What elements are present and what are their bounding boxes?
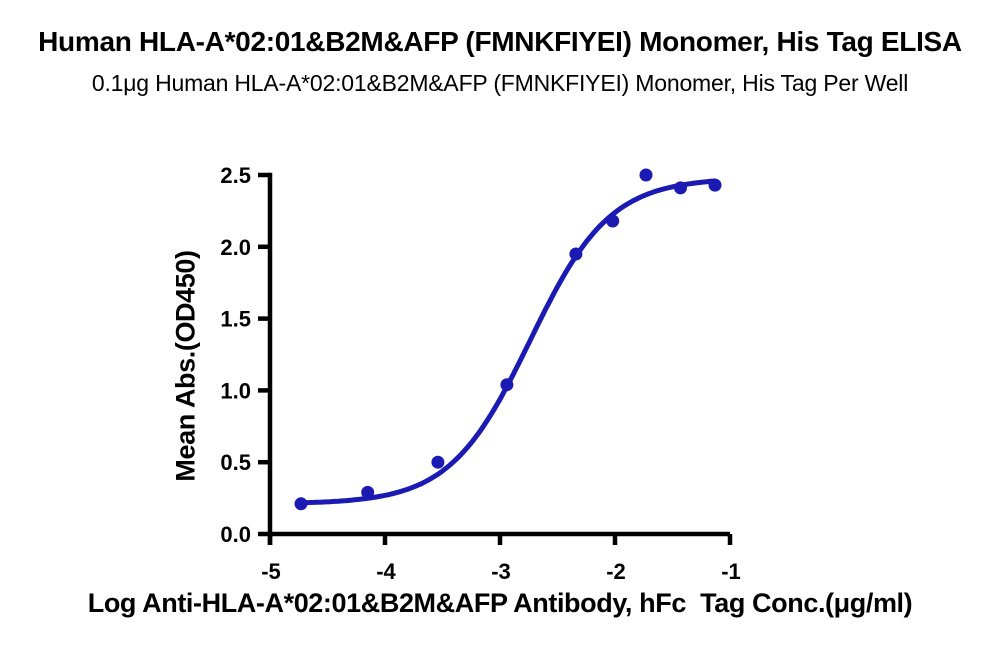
data-point (294, 497, 308, 511)
y-tick-label: 0.0 (220, 522, 251, 547)
y-tick-label: 0.5 (220, 450, 251, 475)
x-tick-label: -2 (606, 559, 626, 584)
x-axis-label: Log Anti-HLA-A*02:01&B2M&AFP Antibody, h… (87, 588, 913, 618)
chart-title: Human HLA-A*02:01&B2M&AFP (FMNKFIYEI) Mo… (38, 26, 962, 57)
y-tick-label: 1.5 (220, 307, 251, 332)
y-tick-label: 1.0 (220, 378, 251, 403)
data-point (708, 178, 722, 192)
chart-subtitle: 0.1μg Human HLA-A*02:01&B2M&AFP (FMNKFIY… (91, 70, 909, 96)
x-tick-label: -3 (491, 559, 511, 584)
data-point (361, 485, 375, 499)
data-point (606, 214, 620, 228)
x-tick-label: -4 (376, 559, 396, 584)
data-point (431, 455, 445, 469)
fit-curve (298, 178, 718, 506)
y-tick-label: 2.0 (220, 235, 251, 260)
data-point (674, 181, 687, 195)
data-point (500, 378, 514, 392)
x-tick-label: -5 (261, 559, 281, 584)
data-point (639, 168, 653, 182)
y-tick-label: 2.5 (220, 163, 251, 188)
x-tick-label: -1 (721, 559, 741, 584)
data-point (569, 247, 583, 261)
